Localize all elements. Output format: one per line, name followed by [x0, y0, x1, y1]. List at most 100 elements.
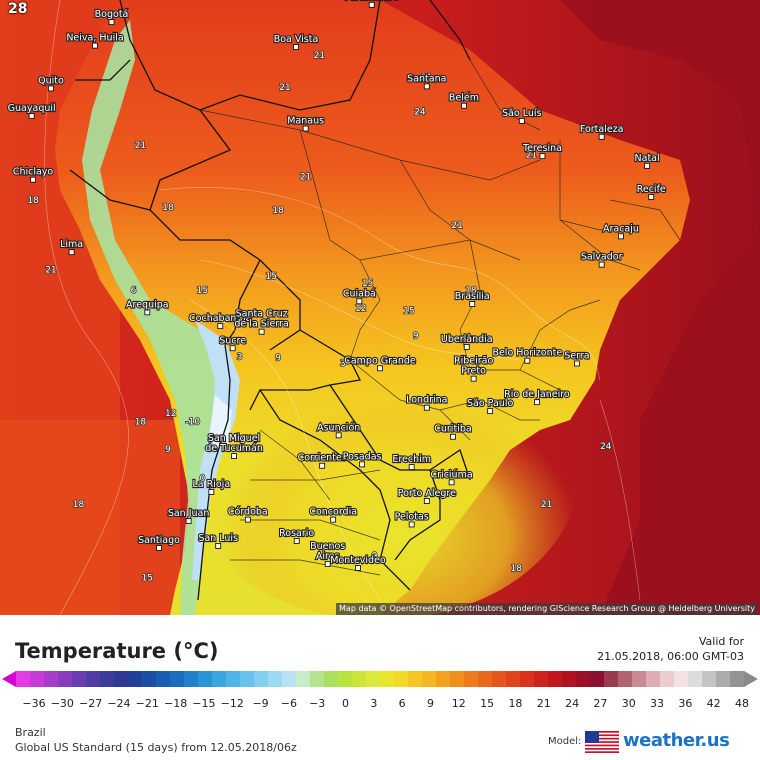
colorbar-tick: −30 [51, 697, 74, 710]
city-marker[interactable]: Posadas [342, 450, 383, 468]
city-label: Chiclayo [13, 167, 54, 178]
colorbar-swatch [576, 671, 591, 687]
region-label: Brazil [15, 726, 46, 739]
city-dot [518, 118, 525, 124]
colorbar-swatch [660, 671, 675, 687]
isotherm-label: 15 [142, 573, 153, 583]
weather-us-logo[interactable]: weather.us [623, 730, 730, 751]
city-dot [408, 521, 415, 528]
city-markers: Paramaribo Bogotá Neiva, Huila Boa Vista Qui… [7, 0, 667, 571]
city-marker[interactable]: Corrientes [297, 452, 348, 469]
city-marker[interactable]: Paramaribo [343, 0, 400, 8]
city-marker[interactable]: Santana [406, 72, 448, 90]
city-dot [408, 464, 415, 471]
city-marker[interactable]: San Miguel de Tucumán [204, 432, 264, 459]
city-marker[interactable]: Campo Grande [343, 354, 417, 372]
isotherm-label: 21 [541, 500, 552, 510]
city-marker[interactable]: Neiva, Huila [65, 32, 125, 49]
city-marker[interactable]: Santa Cruz de la Sierra [233, 308, 290, 335]
colorbar-swatch [408, 671, 423, 687]
city-marker[interactable]: Chiclayo [12, 166, 55, 183]
colorbar-tick: 48 [735, 697, 749, 710]
city-marker[interactable]: La Rioja [191, 478, 231, 495]
city-marker[interactable]: Asunción [316, 421, 361, 439]
city-marker[interactable]: Sucre [218, 334, 247, 352]
city-marker[interactable]: Criciúma [429, 468, 474, 486]
city-marker[interactable]: Manaus [286, 114, 325, 132]
city-marker[interactable]: Boa Vista [273, 33, 319, 50]
city-label: Bogotá [95, 9, 129, 20]
city-label: Londrina [406, 395, 447, 406]
city-marker[interactable]: Teresina [521, 142, 563, 160]
colorbar-swatch [604, 671, 619, 687]
city-marker[interactable]: Montevideo [329, 554, 387, 571]
city-marker[interactable]: Quito [37, 74, 65, 92]
colorbar-swatches [16, 671, 745, 687]
city-label: La Rioja [193, 479, 231, 490]
city-marker[interactable]: Salvador [580, 251, 624, 268]
city-label: Posadas [343, 451, 382, 462]
city-marker[interactable]: Rio de Janeiro [503, 388, 571, 406]
city-marker[interactable]: Cochabamba [188, 312, 253, 330]
city-marker[interactable]: San Juan [167, 507, 211, 524]
temperature-map[interactable]: 21 18 21 21 21 18 18 21 15 15 15 15 12 9 18 9 3 6 12 18 -10 9… [0, 0, 760, 615]
colorbar-tick: 36 [678, 697, 692, 710]
colorbar-swatch [352, 671, 367, 687]
city-marker[interactable]: Natal [633, 152, 661, 169]
city-marker[interactable]: Lima [59, 238, 84, 256]
city-dot [144, 309, 151, 316]
colorbar-swatch [282, 671, 297, 687]
city-dot [156, 545, 162, 551]
city-dot [524, 357, 531, 364]
city-marker[interactable]: Santiago [137, 534, 181, 551]
city-marker[interactable]: Guayaquil [7, 102, 57, 119]
andes-peak [210, 395, 232, 450]
city-marker[interactable]: Porto Alegre [397, 487, 457, 504]
colorbar-swatch [618, 671, 633, 687]
city-marker[interactable]: Uberlândia [440, 333, 494, 350]
city-marker[interactable]: Erechim [391, 453, 432, 471]
city-marker[interactable]: Londrina [405, 394, 449, 411]
city-marker[interactable]: Rosario [278, 527, 316, 544]
colorbar-swatch [156, 671, 171, 687]
city-marker[interactable]: Belo Horizonte [491, 347, 563, 364]
colorbar-swatch [520, 671, 535, 687]
city-marker[interactable]: São Paulo [466, 397, 515, 415]
isotherm-label: 3 [237, 352, 243, 362]
city-marker[interactable]: Belém [448, 92, 480, 109]
colorbar-swatch [16, 671, 31, 687]
city-dot [208, 489, 215, 495]
city-marker[interactable]: San Luis [197, 532, 239, 549]
city-marker[interactable]: Córdoba [227, 506, 269, 523]
city-label: Criciúma [431, 469, 473, 480]
colorbar-swatch [534, 671, 549, 687]
city-marker[interactable]: Cuiabá [342, 287, 377, 305]
colorbar-swatch [240, 671, 255, 687]
city-marker[interactable]: São Luís [501, 107, 543, 124]
isotherm-label: 18 [162, 203, 174, 213]
city-marker[interactable]: Buenos Aires [309, 540, 346, 567]
city-marker[interactable]: Aracaju [602, 222, 640, 240]
city-marker[interactable]: Brasília [454, 290, 491, 307]
city-marker[interactable]: Ribeirão Preto [453, 355, 495, 382]
city-label: Porto Alegre [398, 488, 456, 499]
city-marker[interactable]: Bogotá [94, 8, 129, 26]
city-dot [215, 542, 222, 549]
map-attribution[interactable]: Map data © OpenStreetMap contributors, r… [336, 603, 758, 615]
city-marker[interactable]: Concordia [308, 506, 358, 523]
isotherm-label: 12 [355, 304, 366, 314]
isotherm-label: 21 [279, 83, 290, 93]
city-marker[interactable]: Fortaleza [579, 123, 625, 140]
city-label: Cuiabá [343, 288, 376, 299]
city-marker[interactable]: Recife [636, 183, 667, 200]
city-dot [644, 162, 651, 169]
city-dot [229, 345, 236, 352]
colorbar-swatch [464, 671, 479, 687]
city-marker[interactable]: Curitiba [433, 423, 473, 440]
city-marker[interactable]: Arequipa [125, 298, 170, 316]
colorbar-swatch [436, 671, 451, 687]
city-marker[interactable]: Serra [563, 349, 591, 367]
city-marker[interactable]: Pelotas [393, 510, 430, 528]
colorbar-swatch [296, 671, 311, 687]
city-dot [356, 298, 363, 305]
